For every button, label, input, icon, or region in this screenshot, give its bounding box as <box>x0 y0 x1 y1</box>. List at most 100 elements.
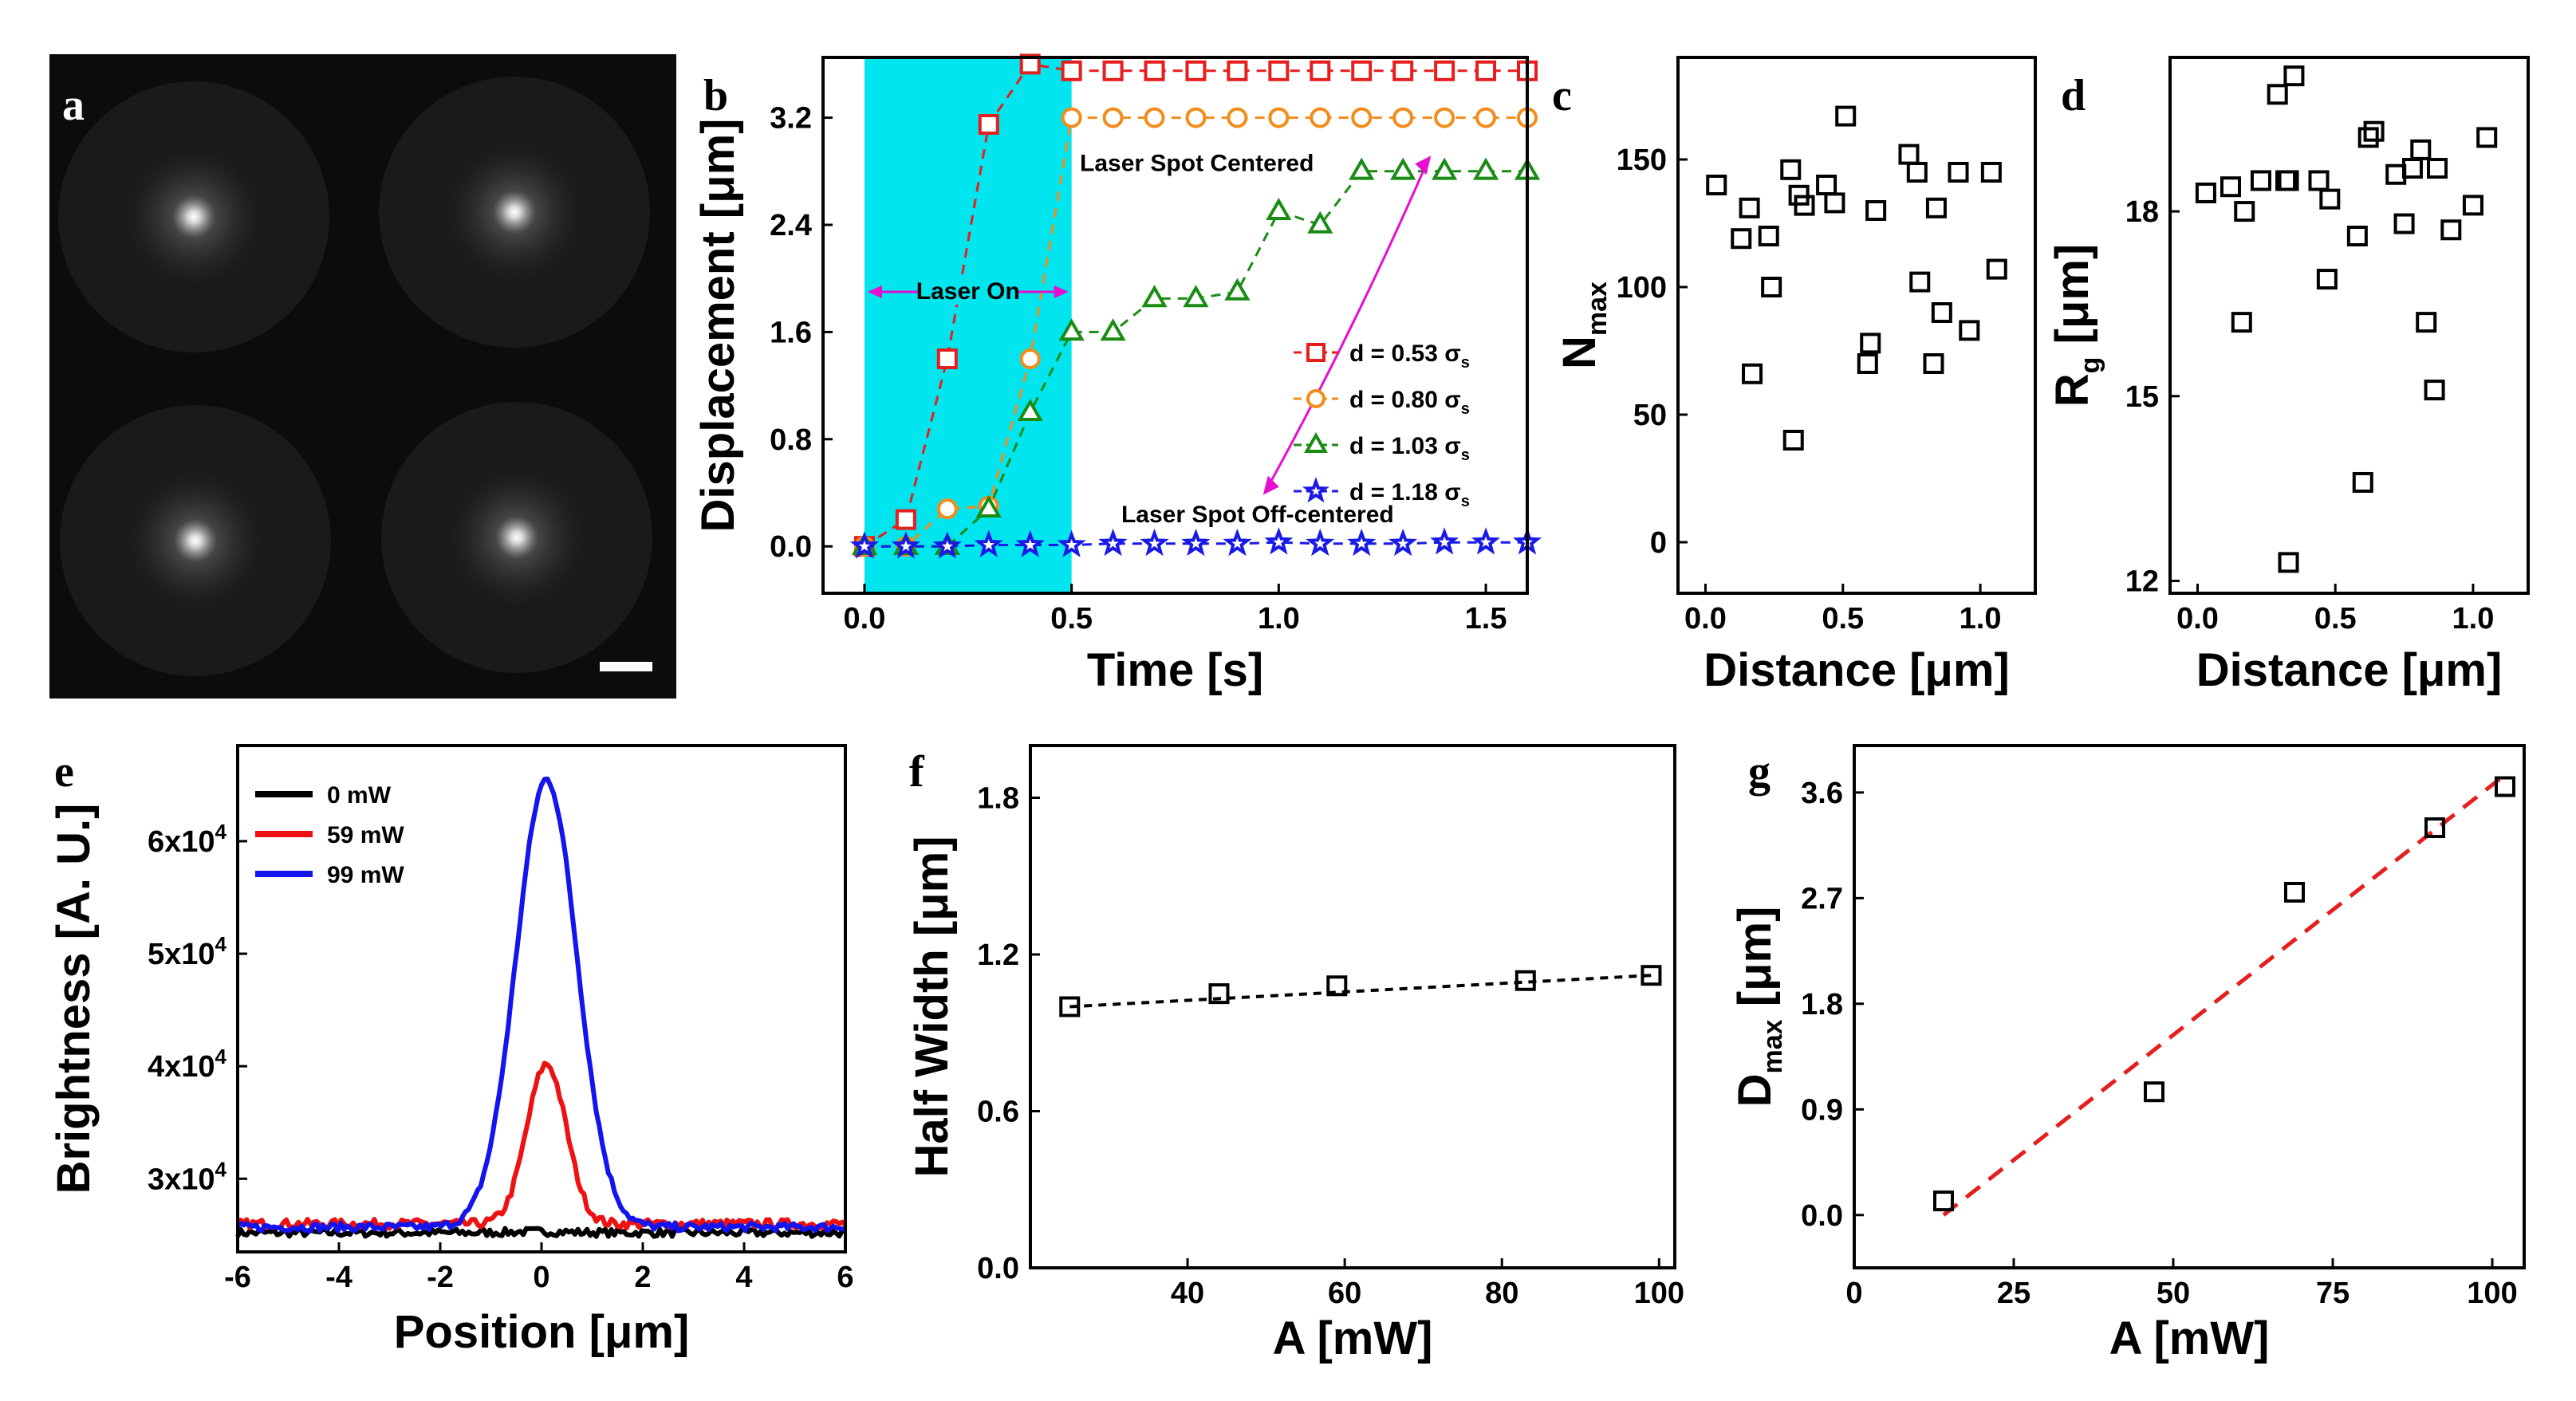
data-point <box>1144 107 1165 128</box>
data-point <box>2278 170 2299 191</box>
data-point <box>975 494 1002 518</box>
panel-c-y-tick-label: 150 <box>1617 144 1667 177</box>
data-point <box>2144 1081 2164 1103</box>
panel-b-x-tick-label: 1.5 <box>1465 602 1507 636</box>
panel-f-frame <box>1029 744 1676 1269</box>
data-point <box>1061 60 1082 81</box>
data-point <box>1223 528 1252 557</box>
panel-letter-f: f <box>909 747 925 797</box>
data-point <box>1432 157 1458 180</box>
data-point <box>1140 528 1169 557</box>
fit-line <box>1942 773 2507 1217</box>
data-point <box>1349 157 1375 180</box>
data-point <box>1227 107 1248 128</box>
data-point <box>1268 107 1290 128</box>
data-point <box>2401 158 2423 179</box>
y-axis-label: Rg [μm] <box>2046 244 2105 407</box>
panel-f-x-tick-label: 60 <box>1328 1277 1361 1310</box>
data-point <box>2476 127 2498 148</box>
panel-g-y-tick-label: 3.6 <box>1801 777 1843 810</box>
data-point <box>1641 965 1662 986</box>
data-point <box>1980 162 2002 183</box>
panel-e-y-tick-label: 3x104 <box>148 1157 227 1196</box>
panel-b-frame <box>821 56 1529 595</box>
data-point <box>1925 197 1947 218</box>
label-bg <box>920 279 1016 305</box>
data-point <box>2278 552 2299 573</box>
data-point <box>1986 258 2007 280</box>
data-point <box>1185 107 1207 128</box>
data-point <box>2357 127 2379 148</box>
panel-e-y-tick-label: 6x104 <box>148 820 227 859</box>
panel-e-x-tick-label: 0 <box>533 1261 549 1294</box>
data-point <box>1430 527 1459 555</box>
data-point <box>1266 197 1292 220</box>
data-point <box>1794 195 1815 216</box>
data-point <box>1860 333 1881 354</box>
y-axis-label: Displacement [μm] <box>692 119 744 533</box>
brightness-curve <box>235 776 847 1234</box>
legend-marker <box>1302 477 1329 503</box>
legend-label: 0 mW <box>327 782 392 809</box>
y-axis-label: Nmax <box>1554 281 1613 369</box>
panel-b-x-tick-label: 1.0 <box>1258 602 1300 636</box>
x-axis-label: Distance [μm] <box>1704 644 2010 696</box>
data-point <box>1058 318 1085 341</box>
panel-g-x-tick-label: 50 <box>2157 1277 2190 1310</box>
panel-e-y-tick-label: 4x104 <box>148 1045 227 1084</box>
data-point <box>1742 363 1763 384</box>
data-point <box>849 531 880 559</box>
bright-spot <box>124 469 267 612</box>
data-point <box>2495 776 2515 797</box>
bright-spot <box>443 140 586 284</box>
data-point <box>1310 107 1331 128</box>
panel-c-x-tick-label: 0.0 <box>1684 602 1727 636</box>
arrow-head <box>1415 155 1432 175</box>
data-point <box>1731 228 1752 250</box>
panel-f-y-tick-label: 0.6 <box>977 1096 1019 1129</box>
panel-g-x-tick-label: 0 <box>1845 1277 1862 1310</box>
panel-c-x-tick-label: 0.5 <box>1822 602 1864 636</box>
data-point <box>1102 60 1124 81</box>
panel-e-x-tick-label: -2 <box>427 1261 454 1294</box>
panel-b-x-tick-label: 0.0 <box>844 602 886 636</box>
panel-f-y-tick-label: 1.2 <box>977 939 1019 972</box>
legend-label: d = 1.18 σs <box>1349 479 1470 510</box>
data-point <box>1948 162 1969 183</box>
data-point <box>1388 528 1418 557</box>
data-point <box>1306 528 1335 557</box>
panel-e-x-tick-label: 2 <box>634 1261 651 1294</box>
data-point <box>2352 471 2373 493</box>
data-point <box>1835 105 1857 127</box>
panel-d-x-tick-label: 0.0 <box>2176 602 2219 636</box>
panel-b-y-tick-label: 1.6 <box>770 316 812 349</box>
legend-label: 99 mW <box>327 862 404 888</box>
panel-b-y-tick-label: 0.0 <box>770 530 812 564</box>
data-point <box>1061 107 1082 128</box>
data-point <box>1706 175 1727 195</box>
data-point <box>2231 312 2252 333</box>
data-point <box>1434 107 1455 128</box>
panel-b-y-tick-label: 2.4 <box>770 209 812 242</box>
panel-letter-b: b <box>703 71 728 120</box>
data-point <box>2424 817 2445 839</box>
data-point <box>1351 107 1373 128</box>
y-axis-label: Brightness [A. U.] <box>48 804 100 1194</box>
data-point <box>2220 176 2241 198</box>
panel-c-frame <box>1676 56 2037 595</box>
data-point <box>1019 348 1041 369</box>
panel-e-x-tick-label: 4 <box>735 1261 752 1294</box>
curved-arrow <box>1265 159 1429 491</box>
data-point <box>1933 1190 1954 1212</box>
legend-marker <box>1306 343 1325 362</box>
panel-e-x-tick-label: 6 <box>837 1261 853 1294</box>
panel-c-y-tick-label: 50 <box>1633 399 1667 432</box>
data-point <box>2416 312 2437 333</box>
data-point <box>2462 195 2483 216</box>
data-point <box>1102 107 1124 128</box>
data-point <box>1347 528 1377 557</box>
data-point <box>1959 320 1980 341</box>
data-point <box>2284 881 2305 903</box>
panel-f-y-tick-label: 0.0 <box>977 1252 1019 1285</box>
bright-spot <box>122 145 266 289</box>
